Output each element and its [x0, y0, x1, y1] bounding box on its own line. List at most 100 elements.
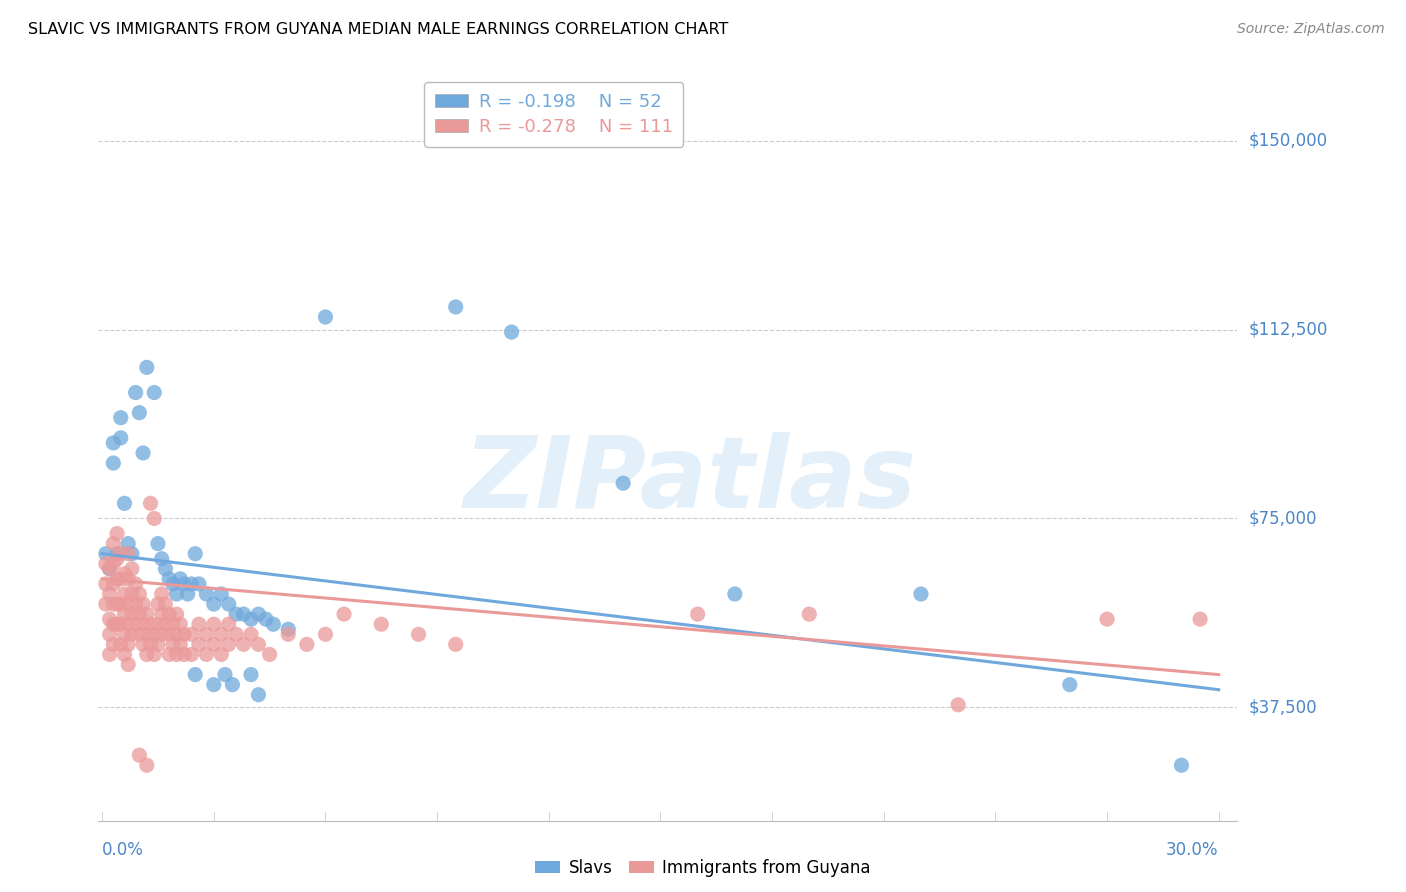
Point — [103, 436, 125, 450]
Point — [135, 627, 157, 641]
Point — [94, 577, 117, 591]
Point — [799, 607, 821, 622]
Point — [146, 637, 169, 651]
Point — [157, 607, 180, 622]
Point — [166, 587, 188, 601]
Point — [105, 551, 128, 566]
Point — [162, 577, 184, 591]
Point — [128, 406, 150, 420]
Point — [1095, 612, 1118, 626]
Point — [110, 597, 132, 611]
Point — [166, 648, 188, 662]
Point — [232, 607, 254, 622]
Point — [169, 572, 191, 586]
Point — [1170, 758, 1192, 772]
Point — [155, 562, 177, 576]
Point — [143, 648, 166, 662]
Text: Source: ZipAtlas.com: Source: ZipAtlas.com — [1237, 22, 1385, 37]
Text: $112,500: $112,500 — [1249, 320, 1327, 339]
Point — [173, 648, 195, 662]
Point — [162, 637, 184, 651]
Point — [146, 536, 169, 550]
Point — [501, 325, 523, 339]
Point — [225, 627, 247, 641]
Text: ZIPatlas: ZIPatlas — [464, 432, 917, 529]
Point — [173, 577, 195, 591]
Point — [218, 617, 240, 632]
Point — [110, 572, 132, 586]
Point — [240, 627, 263, 641]
Point — [135, 607, 157, 622]
Point — [124, 577, 146, 591]
Point — [146, 617, 169, 632]
Point — [94, 597, 117, 611]
Point — [150, 627, 173, 641]
Point — [180, 577, 202, 591]
Point — [121, 607, 143, 622]
Text: $150,000: $150,000 — [1249, 132, 1327, 150]
Point — [202, 597, 225, 611]
Point — [166, 627, 188, 641]
Point — [135, 360, 157, 375]
Point — [117, 617, 139, 632]
Point — [139, 637, 162, 651]
Point — [195, 648, 218, 662]
Point — [132, 597, 155, 611]
Point — [114, 566, 136, 581]
Point — [143, 385, 166, 400]
Point — [124, 385, 146, 400]
Point — [209, 648, 232, 662]
Point — [247, 637, 270, 651]
Legend: R = -0.198    N = 52, R = -0.278    N = 111: R = -0.198 N = 52, R = -0.278 N = 111 — [425, 82, 683, 147]
Point — [139, 617, 162, 632]
Point — [98, 612, 121, 626]
Point — [157, 627, 180, 641]
Point — [146, 597, 169, 611]
Point — [143, 511, 166, 525]
Point — [117, 572, 139, 586]
Point — [105, 597, 128, 611]
Point — [110, 637, 132, 651]
Point — [103, 536, 125, 550]
Point — [94, 547, 117, 561]
Point — [143, 627, 166, 641]
Point — [946, 698, 969, 712]
Point — [910, 587, 932, 601]
Point — [247, 688, 270, 702]
Point — [128, 748, 150, 763]
Point — [686, 607, 709, 622]
Point — [103, 617, 125, 632]
Point — [295, 637, 318, 651]
Point — [195, 587, 218, 601]
Point — [209, 587, 232, 601]
Point — [262, 617, 284, 632]
Point — [184, 667, 207, 681]
Point — [114, 648, 136, 662]
Point — [117, 536, 139, 550]
Point — [94, 557, 117, 571]
Point — [98, 562, 121, 576]
Point — [166, 607, 188, 622]
Point — [1189, 612, 1212, 626]
Point — [103, 637, 125, 651]
Point — [202, 617, 225, 632]
Point — [114, 496, 136, 510]
Point — [184, 547, 207, 561]
Point — [150, 551, 173, 566]
Point — [103, 557, 125, 571]
Point — [169, 637, 191, 651]
Point — [98, 562, 121, 576]
Point — [724, 587, 747, 601]
Point — [157, 648, 180, 662]
Point — [202, 637, 225, 651]
Point — [1059, 678, 1081, 692]
Text: $75,000: $75,000 — [1249, 509, 1317, 527]
Point — [117, 657, 139, 672]
Point — [277, 622, 299, 636]
Point — [370, 617, 392, 632]
Legend: Slavs, Immigrants from Guyana: Slavs, Immigrants from Guyana — [529, 853, 877, 884]
Point — [98, 587, 121, 601]
Point — [117, 547, 139, 561]
Text: 30.0%: 30.0% — [1166, 841, 1219, 859]
Point — [408, 627, 430, 641]
